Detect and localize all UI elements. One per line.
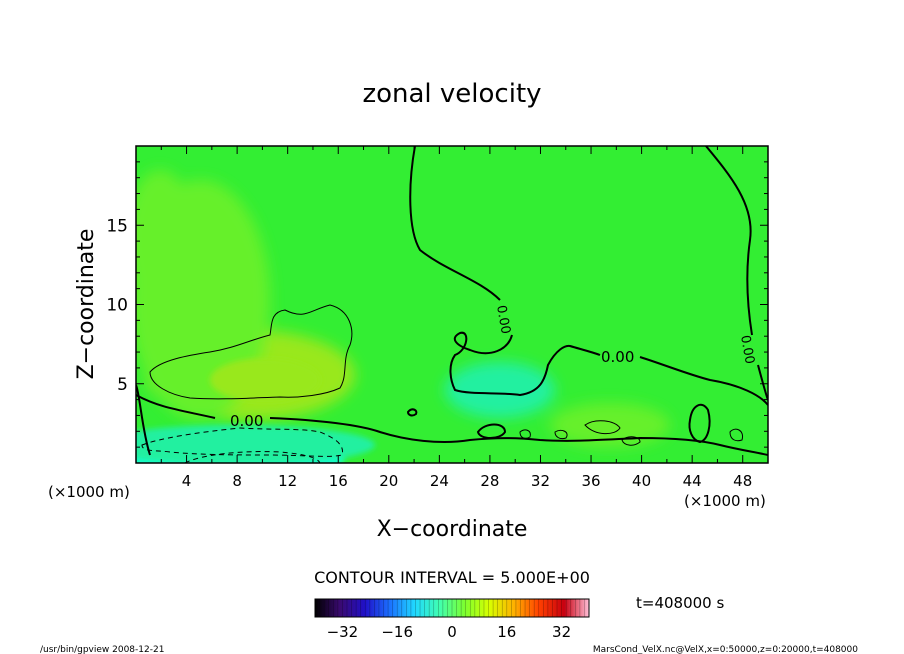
contour-negative-10 [184,451,321,463]
contour-positive-5-right3 [729,428,744,442]
x-tick-label: 12 [278,472,297,490]
y-tick-label: 5 [117,375,128,395]
contour-zero-upper-right [409,146,501,301]
x-tick-label: 40 [632,472,651,490]
chart-title: zonal velocity [362,79,541,109]
x-tick-label: 24 [430,472,449,490]
colorbar-tick-label: −32 [327,623,359,641]
contour-zero-left-edge [136,384,151,456]
contour-zero-mid [449,331,768,406]
field-negative-region [445,362,555,418]
colorbar-tick-label: 0 [447,623,457,641]
contour-zero-island2 [688,403,711,444]
y-tick-label: 15 [106,216,128,236]
y-tick-label: 10 [106,296,128,316]
x-tick-label: 36 [581,472,600,490]
contour-positive-5-right1 [584,420,621,435]
x-unit-right: (×1000 m) [684,492,766,510]
contour-negative-5 [141,427,344,457]
contour-positive-5-mid [519,429,568,440]
contour-zero-island1 [476,423,507,439]
colorbar-tick-label: 32 [552,623,571,641]
contour-interval-text: CONTOUR INTERVAL = 5.000E+00 [314,568,590,587]
contour-label: 0.00 [493,304,513,335]
y-axis-ticks: 5 10 15 [106,161,768,448]
contour-zero-island3 [406,408,418,417]
contour-zero-right-edge [705,146,753,336]
x-tick-label: 8 [232,472,242,490]
y-axis-label: Z−coordinate [74,229,99,380]
field-positive-region [550,403,670,447]
footer-right: MarsCond_VelX.nc@VelX,x=0:50000,z=0:2000… [593,645,858,654]
field-positive-core [210,358,320,402]
colorbar-stripes [319,599,585,617]
x-tick-label: 48 [733,472,752,490]
colorbar: −32 −16 0 16 32 [314,598,590,641]
contour-label: 0.00 [737,334,757,365]
x-tick-label: 4 [182,472,192,490]
x-tick-label: 44 [683,472,702,490]
colorbar-ticks: −32 −16 0 16 32 [327,623,572,641]
contour-zero-lower [136,394,768,456]
contour-positive-5-right2 [621,436,641,446]
footer-left: /usr/bin/gpview 2008-12-21 [40,645,164,654]
contour-positive-5 [149,304,353,400]
colorbar-tick-label: −16 [381,623,413,641]
x-unit-left: (×1000 m) [48,483,130,501]
x-tick-label: 28 [480,472,499,490]
time-text: t=408000 s [636,594,724,612]
field-positive-region [136,170,195,310]
x-tick-label: 20 [379,472,398,490]
x-axis-ticks: 4 8 12 16 20 24 28 32 36 40 44 48 [160,146,752,490]
x-tick-label: 32 [531,472,550,490]
x-tick-label: 16 [329,472,348,490]
x-axis-label: X−coordinate [377,517,528,542]
field-shading-sharp [136,358,375,463]
colorbar-tick-label: 16 [497,623,516,641]
colorbar-rect [314,598,590,618]
contour-label: 0.00 [230,412,263,430]
contour-lines [136,146,768,463]
plot-area [136,146,768,463]
contour-label: 0.00 [601,348,634,366]
